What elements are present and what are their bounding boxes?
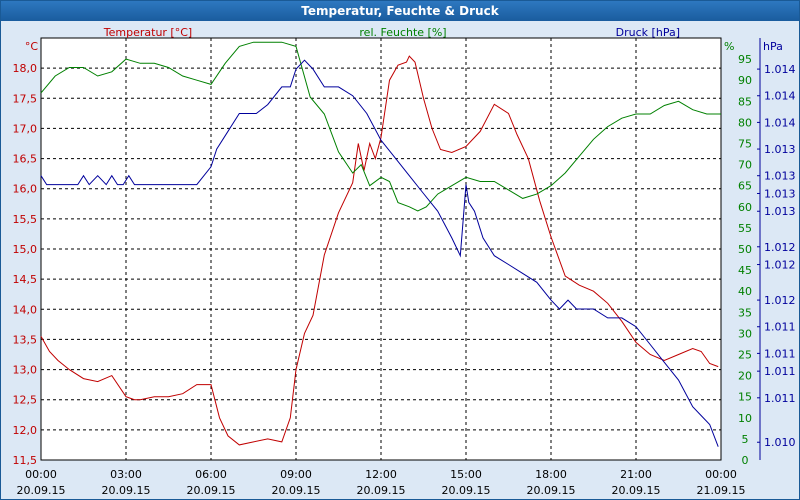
humidity-tick-label: 25 (738, 349, 752, 362)
pressure-tick-label: 1.012 (764, 294, 796, 307)
humidity-tick-label: 20 (738, 370, 752, 383)
humidity-axis-label: rel. Feuchte [%] (359, 26, 446, 39)
temperature-axis-unit: °C (25, 40, 39, 53)
x-tick-time: 12:00 (365, 468, 397, 481)
pressure-tick-label: 1.013 (764, 170, 796, 183)
pressure-tick-label: 1.013 (764, 143, 796, 156)
grid (41, 38, 721, 460)
pressure-tick-label: 1.013 (764, 205, 796, 218)
temperature-tick-label: 16,0 (13, 183, 38, 196)
x-tick-time: 09:00 (280, 468, 312, 481)
temperature-tick-label: 18,0 (13, 62, 38, 75)
temperature-tick-label: 14,5 (13, 273, 38, 286)
x-tick-time: 21:00 (620, 468, 652, 481)
humidity-tick-label: 95 (738, 53, 752, 66)
x-tick-date: 21.09.15 (697, 484, 746, 497)
humidity-series-line (40, 41, 721, 212)
humidity-tick-label: 5 (742, 433, 749, 446)
humidity-tick-label: 0 (742, 454, 749, 467)
pressure-tick-label: 1.011 (764, 321, 796, 334)
pressure-tick-label: 1.012 (764, 241, 796, 254)
x-tick-date: 20.09.15 (102, 484, 151, 497)
series (40, 41, 721, 447)
humidity-tick-label: 75 (738, 138, 752, 151)
x-tick-time: 15:00 (450, 468, 482, 481)
x-tick-time: 06:00 (195, 468, 227, 481)
pressure-axis-label: Druck [hPa] (616, 26, 680, 39)
temperature-tick-label: 15,5 (13, 213, 38, 226)
humidity-tick-label: 65 (738, 180, 752, 193)
humidity-tick-label: 45 (738, 264, 752, 277)
x-tick-date: 20.09.15 (272, 484, 321, 497)
humidity-tick-label: 55 (738, 222, 752, 235)
pressure-tick-label: 1.013 (764, 187, 796, 200)
temperature-tick-label: 11,5 (13, 454, 38, 467)
temperature-tick-label: 17,0 (13, 122, 38, 135)
x-tick-date: 20.09.15 (527, 484, 576, 497)
pressure-tick-label: 1.011 (764, 392, 796, 405)
temperature-tick-label: 16,5 (13, 153, 38, 166)
x-tick-time: 00:00 (25, 468, 57, 481)
x-tick-date: 20.09.15 (187, 484, 236, 497)
humidity-tick-label: 15 (738, 391, 752, 404)
humidity-tick-label: 10 (738, 412, 752, 425)
ticks: 11,5 12,0 12,5 13,0 13,5 14,0 14,5 15,0 15,5 16,0… (13, 53, 796, 497)
humidity-tick-label: 80 (738, 116, 752, 129)
temperature-tick-label: 12,5 (13, 394, 38, 407)
x-tick-date: 20.09.15 (17, 484, 66, 497)
humidity-tick-label: 85 (738, 95, 752, 108)
pressure-tick-label: 1.014 (764, 116, 796, 129)
humidity-tick-label: 35 (738, 306, 752, 319)
pressure-tick-label: 1.010 (764, 436, 796, 449)
x-tick-date: 20.09.15 (442, 484, 491, 497)
pressure-tick-label: 1.014 (764, 90, 796, 103)
temperature-tick-label: 15,0 (13, 243, 38, 256)
humidity-tick-label: 60 (738, 201, 752, 214)
temperature-tick-label: 12,0 (13, 424, 38, 437)
x-tick-date: 20.09.15 (357, 484, 406, 497)
humidity-axis-unit: % (724, 40, 734, 53)
window-title: Temperatur, Feuchte & Druck (1, 1, 799, 21)
x-tick-time: 00:00 (705, 468, 737, 481)
x-tick-time: 03:00 (110, 468, 142, 481)
pressure-tick-label: 1.014 (764, 63, 796, 76)
humidity-tick-label: 40 (738, 285, 752, 298)
pressure-series-line (40, 59, 719, 447)
temperature-tick-label: 14,0 (13, 303, 38, 316)
humidity-tick-label: 70 (738, 159, 752, 172)
temperature-series-line (40, 55, 719, 446)
temperature-tick-label: 17,5 (13, 92, 38, 105)
temperature-axis-label: Temperatur [°C] (103, 26, 192, 39)
pressure-tick-label: 1.012 (764, 259, 796, 272)
humidity-tick-label: 90 (738, 74, 752, 87)
humidity-tick-label: 30 (738, 327, 752, 340)
temperature-tick-label: 13,5 (13, 333, 38, 346)
x-tick-date: 20.09.15 (612, 484, 661, 497)
pressure-tick-label: 1.011 (764, 347, 796, 360)
humidity-tick-label: 50 (738, 243, 752, 256)
temperature-tick-label: 13,0 (13, 364, 38, 377)
pressure-tick-label: 1.011 (764, 365, 796, 378)
x-tick-time: 18:00 (535, 468, 567, 481)
pressure-axis-unit: hPa (763, 40, 783, 53)
